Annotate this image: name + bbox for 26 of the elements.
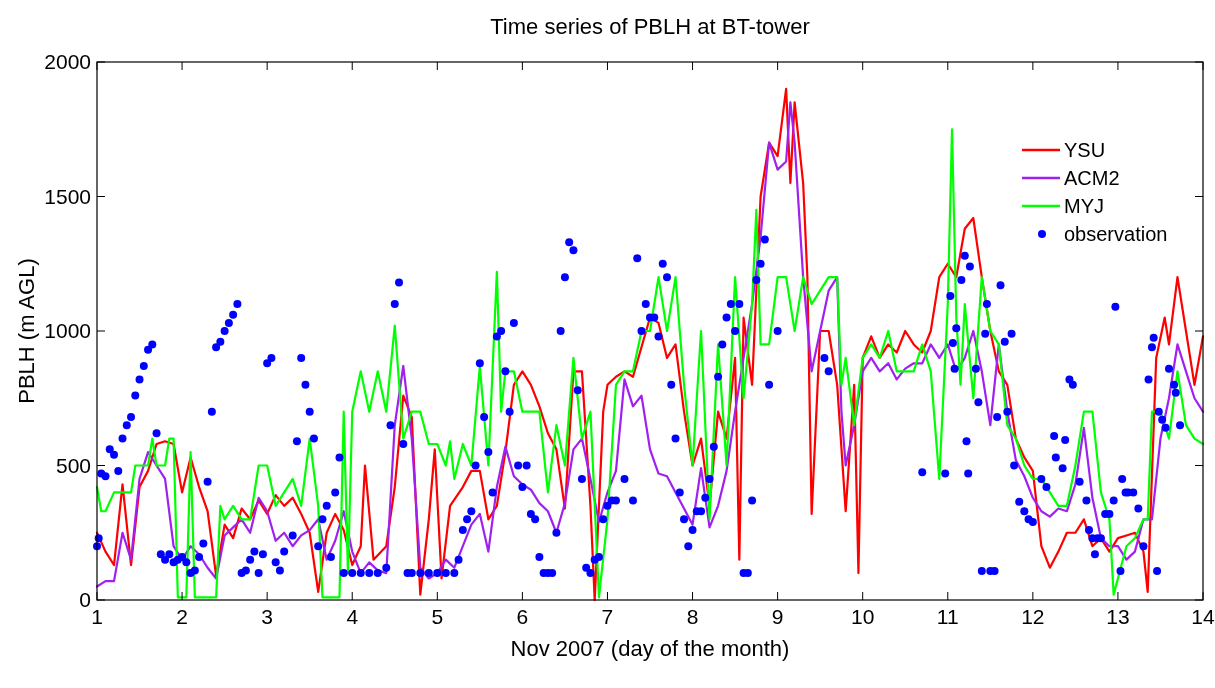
x-tick-label: 4 xyxy=(346,605,359,628)
chart-title: Time series of PBLH at BT-tower xyxy=(490,14,810,39)
x-tick-label: 13 xyxy=(1106,605,1130,628)
x-tick-label: 10 xyxy=(851,605,875,628)
legend-label: MYJ xyxy=(1064,195,1104,217)
legend-label: YSU xyxy=(1064,139,1106,161)
y-tick-label: 500 xyxy=(55,453,91,477)
y-tick-label: 1500 xyxy=(44,184,91,208)
y-tick-label: 0 xyxy=(79,588,91,611)
x-tick-label: 3 xyxy=(261,605,273,628)
x-axis-title: Nov 2007 (day of the month) xyxy=(510,636,790,661)
y-tick-label: 2000 xyxy=(44,50,91,73)
y-tick-label: 1000 xyxy=(44,319,91,342)
x-tick-label: 1 xyxy=(91,605,103,628)
x-tick-label: 2 xyxy=(176,605,188,628)
x-tick-label: 5 xyxy=(431,605,444,628)
x-tick-label: 12 xyxy=(1021,605,1045,628)
x-tick-label: 11 xyxy=(936,605,959,628)
x-tick-label: 14 xyxy=(1191,605,1215,628)
legend-label: observation xyxy=(1064,223,1168,245)
x-tick-label: 8 xyxy=(686,605,699,628)
legend-label: ACM2 xyxy=(1064,167,1120,189)
y-axis-title: PBLH (m AGL) xyxy=(14,258,39,404)
x-tick-label: 9 xyxy=(771,605,784,628)
x-tick-label: 7 xyxy=(601,605,614,628)
x-tick-label: 6 xyxy=(516,605,529,628)
